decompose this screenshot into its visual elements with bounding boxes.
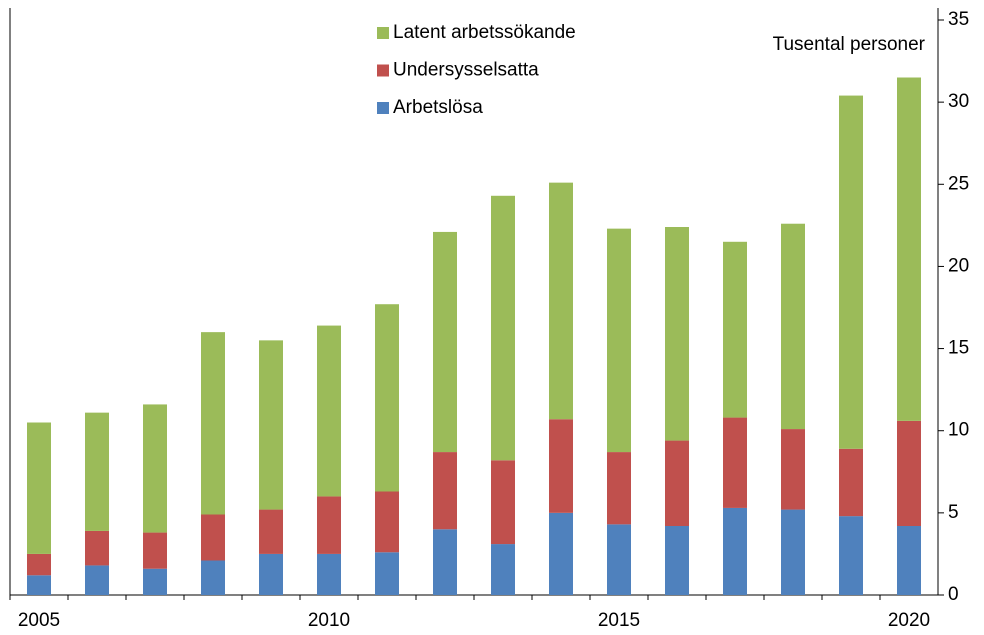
legend-swatch	[377, 27, 389, 39]
y-tick-label: 25	[948, 173, 969, 194]
bar-segment	[549, 182, 573, 420]
bar-segment	[143, 532, 167, 569]
y-tick-label: 30	[948, 91, 969, 112]
bar-segment	[491, 195, 515, 461]
bar-segment	[897, 526, 921, 595]
bar-segment	[781, 509, 805, 595]
bar-segment	[491, 460, 515, 545]
bar-segment	[317, 325, 341, 497]
bar-segment	[27, 422, 51, 554]
bar-segment	[85, 565, 109, 595]
bar-segment	[607, 228, 631, 453]
legend-label: Latent arbetssökande	[393, 22, 576, 43]
bar-segment	[781, 223, 805, 430]
bar-segment	[665, 227, 689, 441]
bar-segment	[897, 77, 921, 421]
bar-segment	[723, 417, 747, 508]
bar-segment	[897, 420, 921, 526]
x-tick-label: 2005	[18, 610, 60, 631]
legend-swatch	[377, 64, 389, 77]
bar-segment	[259, 340, 283, 510]
x-tick-label: 2010	[308, 610, 350, 631]
bar-segment	[317, 553, 341, 595]
legend-label: Arbetslösa	[393, 97, 483, 118]
bar-segment	[839, 516, 863, 595]
bar-segment	[375, 552, 399, 595]
bar-segment	[723, 241, 747, 418]
bar-segment	[433, 452, 457, 530]
bar-segment	[375, 304, 399, 492]
bar-segment	[85, 530, 109, 566]
y-tick-label: 10	[948, 420, 969, 441]
unit-annotation: Tusental personer	[773, 34, 926, 55]
y-tick-label: 5	[948, 502, 959, 523]
bar-segment	[839, 448, 863, 517]
bar-segment	[317, 496, 341, 554]
bar-segment	[607, 524, 631, 595]
bar-segment	[491, 544, 515, 595]
x-tick-label: 2015	[598, 610, 640, 631]
bar-segment	[27, 553, 51, 576]
bar-segment	[27, 575, 51, 595]
y-tick-label: 35	[948, 9, 969, 30]
bar-segment	[723, 507, 747, 595]
bar-segment	[607, 452, 631, 525]
bar-segment	[433, 231, 457, 453]
bar-segment	[665, 526, 689, 595]
bar-segment	[201, 560, 225, 595]
legend-label: Undersysselsatta	[393, 60, 539, 81]
bar-segment	[781, 429, 805, 510]
bar-segment	[665, 440, 689, 526]
bar-segment	[839, 95, 863, 449]
bar-segment	[549, 419, 573, 513]
bar-segment	[259, 509, 283, 554]
bar-segment	[549, 512, 573, 595]
y-tick-label: 15	[948, 338, 969, 359]
bar-segment	[143, 568, 167, 595]
legend-swatch	[377, 102, 389, 114]
bar-segment	[85, 412, 109, 531]
bar-segment	[201, 514, 225, 561]
bar-segment	[201, 332, 225, 515]
x-tick-label: 2020	[888, 610, 930, 631]
y-tick-label: 0	[948, 584, 959, 605]
bar-segment	[375, 491, 399, 553]
y-tick-label: 20	[948, 255, 969, 276]
bar-segment	[433, 529, 457, 595]
bar-segment	[259, 553, 283, 595]
bar-segment	[143, 404, 167, 533]
